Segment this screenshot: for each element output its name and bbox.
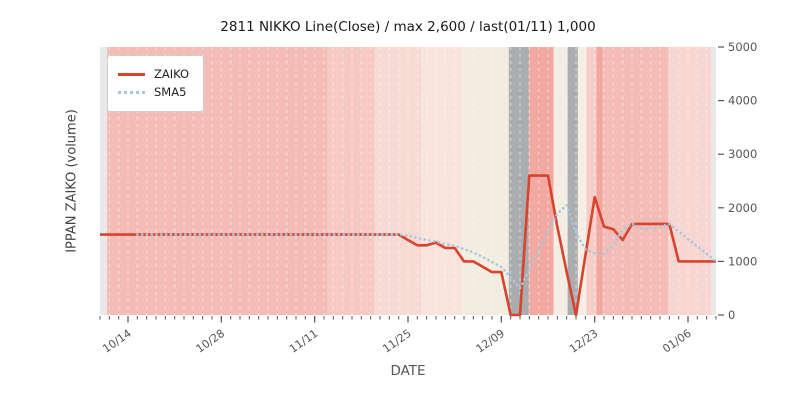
legend-label-sma5: SMA5 [154,85,187,99]
day-gridlines-group [108,47,708,315]
y-axis-right-ticks-group: 0 1000 2000 3000 4000 5000 [718,40,757,322]
background-band [711,47,716,315]
x-axis-label: DATE [390,363,426,379]
background-band [374,47,422,315]
x-tick-label: 10/28 [194,327,227,356]
y-tick-label: 4000 [728,94,757,108]
x-tick-label: 12/09 [474,327,507,356]
legend-box: ZAIKO SMA5 [107,55,205,112]
x-tick-label: 12/23 [567,327,600,356]
x-tick-label: 10/14 [100,327,133,356]
background-band [553,47,568,315]
y-axis-label: IPPAN ZAIKO (volume) [64,109,80,253]
x-tick-label: 11/25 [380,327,413,356]
plot-lines-group [100,174,718,317]
legend-item-sma5: SMA5 [118,85,189,100]
chart-title: 2811 NIKKO Line(Close) / max 2,600 / las… [220,19,596,35]
sma5-line-swatch [118,91,145,94]
background-band [586,47,597,315]
sma5-line [136,203,718,290]
y-tick-label: 1000 [728,254,757,268]
y-tick-label: 5000 [728,40,757,54]
x-axis-ticks-group: 10/14 10/28 11/11 11/25 12/09 12/23 01/06 [99,316,717,356]
zaiko-line-swatch [118,73,145,76]
background-band [668,47,712,315]
background-band [602,47,669,315]
y-tick-label: 3000 [728,147,757,161]
legend-item-zaiko: ZAIKO [118,67,189,82]
legend-label-zaiko: ZAIKO [154,67,190,81]
zaiko-line [100,174,716,317]
y-tick-label: 2000 [728,201,757,215]
background-band [100,47,107,315]
y-tick-label: 0 [728,308,735,322]
background-band [327,47,375,315]
background-band [596,47,603,315]
background-band [577,47,587,315]
x-tick-label: 11/11 [287,327,320,356]
x-tick-label: 01/06 [660,327,693,356]
background-bands-group [100,47,716,315]
background-band [421,47,463,315]
background-band [567,47,578,315]
